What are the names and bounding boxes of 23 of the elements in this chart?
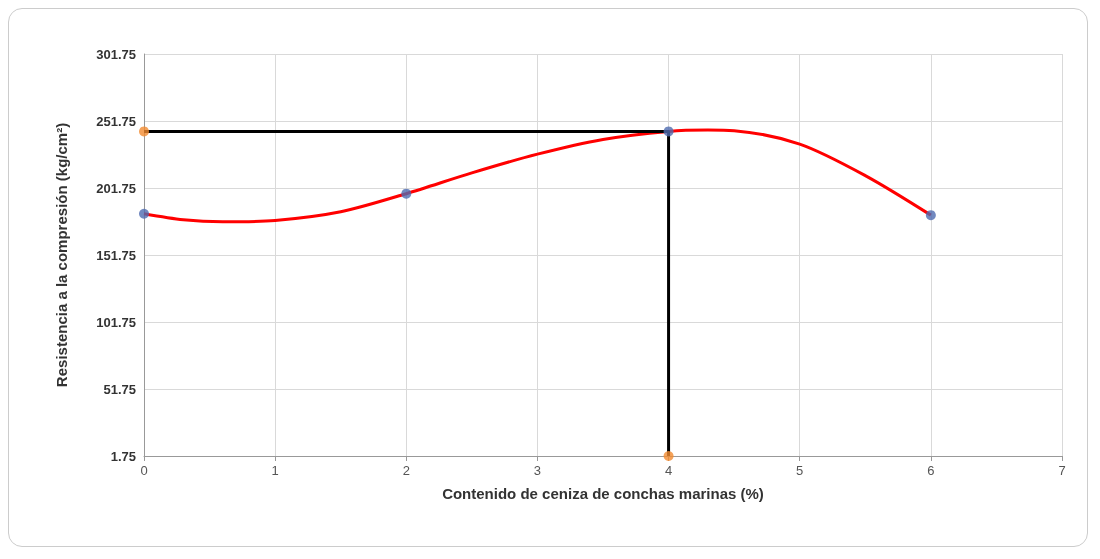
x-tick-label: 3	[533, 463, 542, 478]
y-tick-label: 301.75	[96, 46, 136, 62]
x-tick-label: 1	[271, 463, 279, 478]
x-tick-label: 5	[796, 463, 804, 478]
y-tick-label: 151.75	[96, 247, 136, 263]
point	[401, 188, 412, 199]
x-tick-label: 6	[927, 463, 935, 478]
y-tick-label: 101.75	[96, 314, 136, 330]
point	[139, 208, 149, 219]
y-tick-label: 1.75	[110, 448, 136, 464]
x-tick-label: 2	[402, 463, 410, 478]
x-axis-title: Contenido de ceniza de conchas marinas (%)	[442, 485, 764, 502]
point	[139, 126, 149, 137]
point	[663, 126, 674, 137]
y-tick-label: 201.75	[96, 180, 136, 196]
point	[663, 451, 674, 461]
y-tick-label: 251.75	[96, 113, 136, 129]
x-tick-label: 7	[1058, 463, 1066, 478]
y-tick-label: 51.75	[103, 381, 136, 397]
y-axis-title: Resistencia a la compresión (kg/cm²)	[53, 122, 70, 388]
point	[925, 210, 936, 221]
x-tick-label: 0	[140, 463, 148, 478]
x-tick-label: 4	[664, 463, 673, 478]
